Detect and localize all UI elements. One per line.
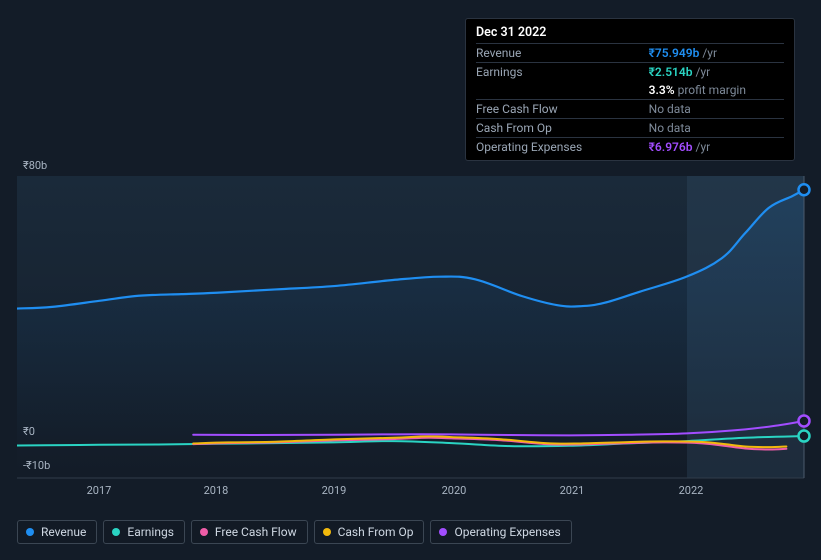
tooltip-row: Free Cash FlowNo data (476, 100, 784, 119)
svg-text:2018: 2018 (204, 484, 229, 497)
legend-dot-icon (200, 528, 208, 536)
tooltip-row-value: No data (649, 119, 784, 138)
legend-item-label: Cash From Op (338, 525, 414, 539)
svg-text:2022: 2022 (679, 484, 704, 497)
svg-text:₹0: ₹0 (23, 425, 35, 438)
tooltip-row-value: ₹75.949b /yr (649, 44, 784, 63)
legend-item-revenue[interactable]: Revenue (17, 520, 97, 544)
tooltip-subrow: 3.3% profit margin (476, 81, 784, 100)
svg-text:₹80b: ₹80b (23, 159, 47, 172)
hover-tooltip: Dec 31 2022 Revenue₹75.949b /yrEarnings₹… (465, 18, 795, 161)
legend-dot-icon (439, 528, 447, 536)
legend-item-operating_expenses[interactable]: Operating Expenses (430, 520, 571, 544)
legend-dot-icon (112, 528, 120, 536)
svg-text:2017: 2017 (87, 484, 112, 497)
legend-item-label: Revenue (41, 525, 86, 539)
tooltip-table: Revenue₹75.949b /yrEarnings₹2.514b /yr 3… (476, 43, 784, 156)
svg-text:2020: 2020 (442, 484, 467, 497)
tooltip-row-label: Operating Expenses (476, 138, 649, 157)
legend-item-free_cash_flow[interactable]: Free Cash Flow (191, 520, 308, 544)
tooltip-row-label: Cash From Op (476, 119, 649, 138)
tooltip-row-label: Free Cash Flow (476, 100, 649, 119)
tooltip-row: Revenue₹75.949b /yr (476, 44, 784, 63)
svg-text:2021: 2021 (560, 484, 585, 497)
tooltip-row-value: ₹2.514b /yr (649, 63, 784, 82)
svg-text:-₹10b: -₹10b (23, 459, 50, 472)
svg-text:2019: 2019 (322, 484, 347, 497)
tooltip-row: Earnings₹2.514b /yr (476, 63, 784, 82)
legend: Revenue Earnings Free Cash Flow Cash From O… (17, 520, 572, 544)
tooltip-row: Cash From OpNo data (476, 119, 784, 138)
tooltip-row: Operating Expenses₹6.976b /yr (476, 138, 784, 157)
legend-item-earnings[interactable]: Earnings (103, 520, 185, 544)
tooltip-row-value: ₹6.976b /yr (649, 138, 784, 157)
legend-item-label: Free Cash Flow (215, 525, 297, 539)
legend-dot-icon (323, 528, 331, 536)
tooltip-row-value: No data (649, 100, 784, 119)
legend-item-label: Earnings (127, 525, 174, 539)
tooltip-row-label: Revenue (476, 44, 649, 63)
legend-item-cash_from_op[interactable]: Cash From Op (314, 520, 425, 544)
legend-dot-icon (26, 528, 34, 536)
tooltip-row-label: Earnings (476, 63, 649, 82)
tooltip-date: Dec 31 2022 (476, 25, 784, 40)
legend-item-label: Operating Expenses (454, 525, 560, 539)
